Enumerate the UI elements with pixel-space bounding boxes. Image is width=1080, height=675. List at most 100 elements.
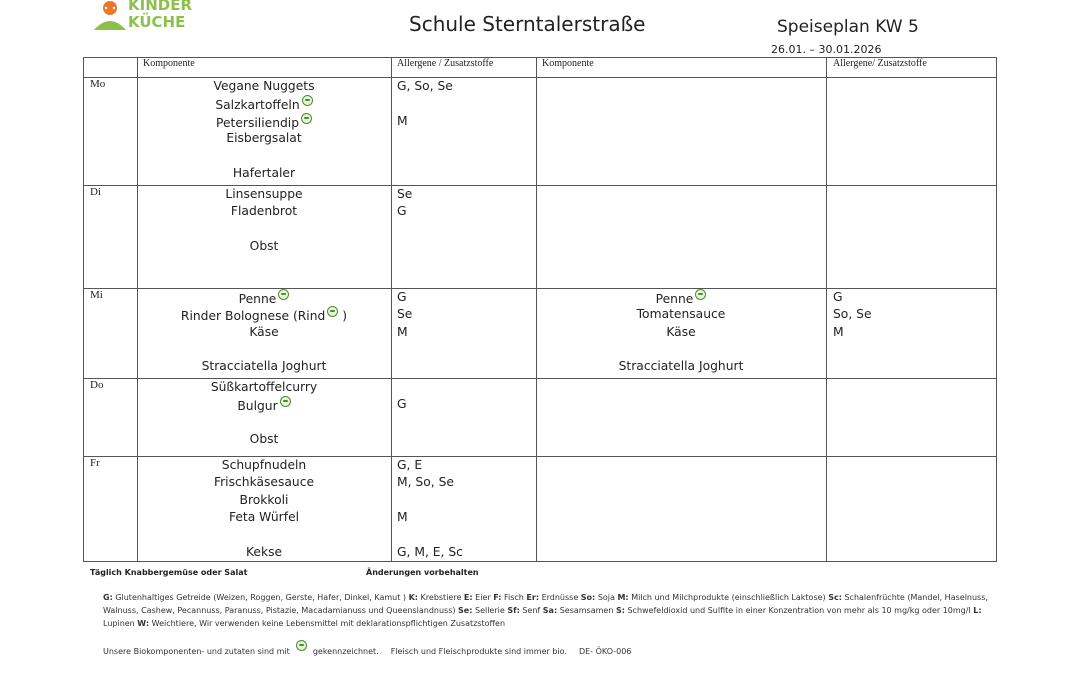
menu-item: Tomatensauce	[636, 307, 726, 322]
table-rule	[996, 57, 997, 561]
menu-item: Linsensuppe	[225, 187, 303, 201]
legend-code: Sa:	[542, 606, 558, 615]
allergen-code: M, So, Se	[397, 475, 454, 490]
legend-text: Lupinen	[103, 619, 135, 628]
item-text: )	[342, 309, 348, 324]
table-rule	[83, 77, 997, 78]
table-rule	[83, 288, 997, 289]
allergen-code: Se	[397, 187, 413, 201]
legend-text: Sellerie	[474, 606, 505, 615]
menu-item: Kekse	[245, 544, 283, 559]
legend-code: Er:	[526, 593, 540, 602]
day-label: Mi	[90, 289, 103, 301]
allergen-code: M	[397, 324, 408, 339]
allergen-code: G	[397, 290, 407, 304]
menu-item: Feta Würfel	[228, 509, 300, 524]
meat-note: Fleisch und Fleischprodukte sind immer b…	[390, 647, 567, 656]
table-rule	[83, 185, 997, 186]
item-text: Petersiliendip	[215, 115, 300, 130]
logo: KINDER KÜCHE	[90, 0, 220, 34]
legend-code: M:	[617, 593, 629, 602]
day-label: Mo	[90, 78, 106, 90]
day-label: Do	[90, 379, 104, 391]
allergen-legend: G: Glutenhaltiges Getreide (Weizen, Rogg…	[103, 591, 993, 630]
item-text: Salzkartoffeln	[215, 98, 300, 113]
bio-note-text: gekennzeichnet.	[312, 647, 379, 656]
menu-item: Penne	[531, 289, 831, 308]
legend-code: E:	[463, 593, 473, 602]
column-header: Allergene / Zusatzstoffe	[397, 58, 494, 69]
table-rule	[391, 57, 392, 561]
allergen-code: M	[397, 113, 408, 128]
legend-code: G:	[103, 593, 113, 602]
plan-dates: 26.01. – 30.01.2026	[771, 43, 882, 56]
plan-title: Speiseplan KW 5	[777, 17, 919, 37]
menu-item: Stracciatella Joghurt	[618, 359, 744, 374]
legend-text: Schwefeldioxid und Sulfite in einer Konz…	[627, 606, 971, 615]
item-text: Rinder Bolognese (Rind	[180, 309, 326, 324]
bio-badge	[301, 95, 313, 107]
bio-badge	[695, 289, 707, 300]
allergen-code: M	[397, 509, 408, 524]
legend-text: Erdnüsse	[541, 593, 579, 602]
legend-text: Schalenfrüchte (Mandel, Haselnuss, Walnu…	[103, 593, 988, 615]
item-text: Penne	[238, 292, 277, 306]
table-rule	[83, 57, 84, 561]
legend-text: Weichtiere, Wir verwenden keine Lebensmi…	[151, 619, 506, 628]
menu-item: Fladenbrot	[230, 204, 298, 219]
column-header: Komponente	[143, 58, 195, 69]
menu-item: Süßkartoffelcurry	[210, 380, 318, 394]
allergen-code: G	[397, 397, 407, 412]
legend-code: L:	[973, 606, 982, 615]
legend-code: W:	[137, 619, 150, 628]
table-rule	[83, 57, 997, 58]
allergen-code: G, M, E, Sc	[397, 544, 463, 559]
menu-item: Käse	[666, 324, 696, 339]
menu-item: Vegane Nuggets	[213, 79, 315, 93]
allergen-code: So, Se	[833, 307, 872, 322]
legend-code: Se:	[458, 606, 473, 615]
table-rule	[137, 57, 138, 561]
table-rule	[83, 561, 997, 562]
menu-item: Frischkäsesauce	[213, 475, 315, 490]
legend-code: Sf:	[507, 606, 520, 615]
allergen-code: Se	[397, 307, 413, 322]
allergen-code: G, So, Se	[397, 79, 453, 93]
column-header: Komponente	[542, 58, 594, 69]
legend-code: So:	[580, 593, 596, 602]
menu-item: Rinder Bolognese (Rind )	[114, 306, 414, 325]
column-header: Allergene/ Zusatzstoffe	[833, 58, 927, 69]
bio-badge	[278, 289, 290, 300]
day-label: Fr	[90, 457, 100, 469]
day-label: Di	[90, 186, 101, 198]
menu-item: Petersiliendip	[114, 112, 414, 132]
legend-code: Sc:	[828, 593, 842, 602]
menu-item: Eisbergsalat	[226, 130, 302, 145]
logo-word: KINDER	[128, 0, 193, 14]
menu-item: Stracciatella Joghurt	[201, 359, 327, 374]
daily-note: Täglich Knabbergemüse oder Salat	[90, 568, 248, 577]
logo-word: KÜCHE	[128, 13, 186, 31]
legend-code: S:	[615, 606, 625, 615]
menu-item: Penne	[114, 289, 414, 308]
legend-text: Milch und Milchprodukte (einschließlich …	[631, 593, 826, 602]
legend-text: Krebstiere	[420, 593, 462, 602]
menu-item: Schupfnudeln	[221, 458, 307, 472]
bio-note: Unsere Biokomponenten- und zutaten sind …	[103, 640, 631, 656]
bio-note-text: Unsere Biokomponenten- und zutaten sind …	[103, 647, 290, 656]
menu-item: Obst	[249, 431, 279, 446]
menu-item: Salzkartoffeln	[114, 95, 414, 114]
bio-badge	[279, 396, 291, 408]
allergen-code: G	[833, 290, 843, 304]
logo-icon	[94, 1, 126, 30]
menu-item: Bulgur	[114, 396, 414, 415]
cert-number: DE- ÖKO-006	[578, 647, 632, 656]
table-rule	[826, 57, 827, 561]
bio-badge	[295, 640, 307, 651]
table-rule	[83, 378, 997, 379]
menu-item: Brokkoli	[239, 492, 289, 507]
legend-code: K:	[408, 593, 418, 602]
menu-item: Obst	[249, 238, 279, 253]
legend-code: F:	[493, 593, 502, 602]
